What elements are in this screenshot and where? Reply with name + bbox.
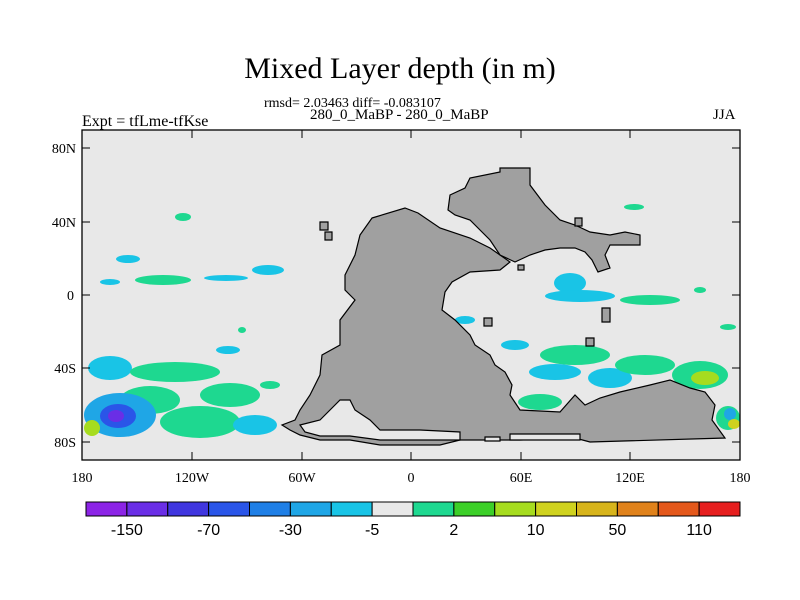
anomaly-blob	[615, 355, 675, 375]
subtitle-left: Expt = tfLme-tfKse	[82, 113, 209, 130]
inner-sea	[484, 436, 501, 442]
anomaly-blob	[545, 290, 615, 302]
anomaly-blob	[518, 394, 562, 410]
x-tick-label: 120W	[175, 471, 210, 486]
anomaly-blob	[130, 362, 220, 382]
anomaly-field	[84, 204, 740, 438]
x-tick-marks	[81, 130, 741, 460]
y-tick-label: 80N	[52, 142, 76, 157]
island	[601, 307, 611, 323]
colorbar-swatch	[371, 501, 414, 517]
anomaly-blob	[88, 356, 132, 380]
subtitle-center: 280_0_MaBP - 280_0_MaBP	[310, 107, 489, 123]
y-tick-label: 40S	[54, 362, 76, 377]
anomaly-blob	[100, 279, 120, 285]
inner-sea	[509, 433, 581, 441]
colorbar-swatch	[249, 501, 291, 517]
anomaly-blob	[724, 408, 736, 420]
anomaly-blob	[720, 324, 736, 330]
colorbar-swatch	[167, 501, 210, 517]
colorbar-swatch	[208, 501, 250, 517]
colorbar-swatch	[494, 501, 537, 517]
anomaly-blob	[501, 340, 529, 350]
colorbar-swatch	[289, 501, 332, 517]
colorbar-label: -150	[111, 522, 143, 539]
colorbar-swatch	[576, 501, 618, 517]
anomaly-blob	[108, 410, 124, 422]
colorbar-swatch	[453, 501, 496, 517]
colorbar-label: 10	[527, 522, 545, 539]
anomaly-blob	[160, 406, 240, 438]
x-tick-label: 60W	[288, 471, 316, 486]
map-title: Mixed Layer depth (in m)	[244, 52, 556, 85]
x-tick-labels: 180 120W 60W 0 60E 120E 180	[72, 471, 751, 486]
anomaly-blob	[216, 346, 240, 354]
island	[324, 231, 333, 241]
colorbar-swatch	[330, 501, 373, 517]
subtitle-right: JJA	[713, 107, 736, 123]
y-tick-label: 40N	[52, 216, 76, 231]
colorbar-label: -30	[279, 522, 302, 539]
anomaly-blob	[238, 327, 246, 333]
anomaly-blob	[694, 287, 706, 293]
anomaly-blob	[200, 383, 260, 407]
anomaly-blob	[455, 316, 475, 324]
anomaly-blob	[588, 368, 632, 388]
x-tick-label: 0	[408, 471, 415, 486]
y-tick-label: 80S	[54, 436, 76, 451]
island	[574, 217, 583, 227]
colorbar-swatch	[126, 501, 169, 517]
anomaly-blob	[252, 265, 284, 275]
anomaly-blob	[728, 419, 740, 429]
colorbar-label: 50	[608, 522, 626, 539]
stats-label: rmsd= 2.03463 diff= -0.083107	[264, 96, 441, 111]
anomaly-blob	[624, 204, 644, 210]
anomaly-blob	[529, 364, 581, 380]
island	[319, 221, 329, 231]
continent-pangea-west	[280, 207, 727, 446]
colorbar-swatch	[698, 501, 741, 517]
x-tick-label: 180	[730, 471, 751, 486]
colorbar-swatch	[85, 501, 128, 517]
anomaly-blob	[554, 273, 586, 293]
colorbar-label: -70	[197, 522, 220, 539]
anomaly-blob	[691, 371, 719, 385]
y-tick-label: 0	[67, 289, 74, 304]
colorbar-swatch	[616, 501, 659, 517]
colorbar-label: -5	[365, 522, 379, 539]
island	[483, 317, 493, 327]
y-tick-marks	[82, 147, 740, 443]
island	[585, 337, 595, 347]
anomaly-blob	[116, 255, 140, 263]
x-tick-label: 120E	[615, 471, 645, 486]
island	[517, 264, 525, 271]
colorbar-swatch	[535, 501, 577, 517]
colorbar-labels: -150 -70 -30 -5 2 10 50 110	[111, 522, 712, 539]
anomaly-blob	[620, 295, 680, 305]
colorbar-swatch	[412, 501, 455, 517]
anomaly-blob	[175, 213, 191, 221]
anomaly-blob	[204, 275, 248, 281]
colorbar-label: 110	[686, 522, 712, 539]
x-tick-label: 60E	[510, 471, 533, 486]
y-tick-labels: 80N 40N 0 40S 80S	[52, 142, 76, 451]
anomaly-blob	[233, 415, 277, 435]
colorbar-label: 2	[449, 522, 458, 539]
colorbar-swatch	[657, 501, 700, 517]
land-masses	[280, 167, 727, 446]
anomaly-blob	[260, 381, 280, 389]
x-tick-label: 180	[72, 471, 93, 486]
anomaly-blob	[84, 420, 100, 436]
continent-pangea-east	[447, 167, 641, 273]
colorbar	[85, 501, 741, 517]
inner-seas	[298, 399, 581, 442]
inner-sea	[298, 399, 461, 441]
anomaly-blob	[540, 345, 610, 365]
anomaly-blob	[135, 275, 191, 285]
